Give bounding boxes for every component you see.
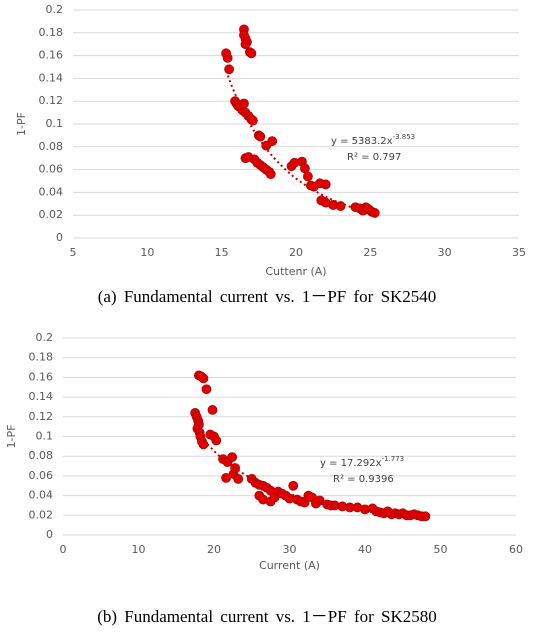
y-tick-label: 0.18	[29, 351, 54, 364]
x-axis-title: Current (A)	[259, 559, 320, 572]
x-tick-label: 10	[132, 543, 146, 556]
caption: (b) Fundamental current vs. 1－PF for SK2…	[97, 607, 437, 626]
data-point	[265, 169, 276, 180]
y-tick-label: 0	[56, 231, 63, 244]
y-tick-label: 0.02	[39, 208, 64, 221]
data-point	[198, 373, 209, 384]
data-point	[302, 171, 313, 182]
data-point	[335, 201, 346, 211]
data-point	[201, 384, 212, 395]
x-tick-label: 10	[140, 246, 154, 259]
data-point	[267, 136, 278, 147]
x-tick-label: 0	[60, 543, 67, 556]
y-axis-title: 1-PF	[5, 425, 18, 449]
data-point	[221, 472, 231, 483]
x-tick-label: 30	[438, 246, 452, 259]
trendline	[194, 427, 426, 519]
data-point	[227, 452, 238, 463]
y-tick-label: 0.16	[39, 49, 64, 62]
y-tick-label: 0.1	[36, 430, 54, 443]
equation-text: y = 5383.2x	[331, 136, 393, 147]
y-tick-label: 0.02	[29, 508, 54, 521]
trendline-equation: y = 5383.2x-3.853	[331, 133, 415, 147]
trendline-equation: y = 17.292x-1.773	[320, 455, 404, 469]
data-point	[247, 115, 258, 126]
data-point	[246, 48, 257, 59]
x-tick-label: 60	[509, 543, 523, 556]
x-tick-label: 40	[358, 543, 372, 556]
x-tick-label: 20	[207, 543, 221, 556]
data-point	[240, 39, 251, 50]
y-tick-label: 0	[46, 528, 53, 541]
r-squared: R² = 0.797	[347, 152, 401, 163]
y-tick-label: 0.06	[29, 469, 54, 482]
equation-exponent: -3.853	[393, 133, 416, 141]
data-point	[198, 439, 209, 450]
data-point	[369, 208, 380, 218]
y-tick-label: 0.14	[29, 390, 54, 403]
x-axis-title: Cuttenr (A)	[265, 265, 326, 278]
y-tick-label: 0.12	[29, 410, 54, 423]
trendline	[225, 70, 376, 215]
y-tick-label: 0.2	[36, 331, 54, 344]
caption: (a) Fundamental current vs. 1－PF for SK2…	[98, 287, 437, 306]
equation-exponent: -1.773	[382, 455, 405, 463]
data-point	[288, 480, 299, 491]
y-axis-title: 1-PF	[15, 112, 28, 136]
y-tick-label: 0.12	[39, 94, 64, 107]
y-tick-label: 0.04	[29, 489, 54, 502]
y-tick-label: 0.16	[29, 370, 54, 383]
equation-text: y = 17.292x	[320, 458, 382, 469]
y-tick-label: 0.06	[39, 163, 64, 176]
data-point	[362, 203, 373, 214]
y-tick-label: 0.04	[39, 185, 64, 198]
y-tick-label: 0.2	[46, 3, 64, 16]
x-tick-label: 20	[289, 246, 303, 259]
x-tick-label: 25	[363, 246, 377, 259]
data-point	[222, 52, 233, 63]
y-tick-label: 0.18	[39, 26, 64, 39]
data-point	[233, 473, 244, 484]
y-tick-label: 0.08	[39, 140, 64, 153]
data-point	[255, 131, 266, 142]
y-tick-label: 0.1	[46, 117, 64, 130]
x-tick-label: 5	[70, 246, 77, 259]
y-tick-label: 0.14	[39, 71, 64, 84]
x-tick-label: 35	[512, 246, 526, 259]
x-tick-label: 15	[215, 246, 229, 259]
r-squared: R² = 0.9396	[333, 474, 394, 485]
x-tick-label: 30	[283, 543, 297, 556]
x-tick-label: 50	[434, 543, 448, 556]
data-point	[207, 405, 218, 415]
data-point	[239, 98, 249, 109]
data-point	[211, 435, 222, 446]
data-point	[320, 179, 331, 190]
y-tick-label: 0.08	[29, 449, 54, 462]
